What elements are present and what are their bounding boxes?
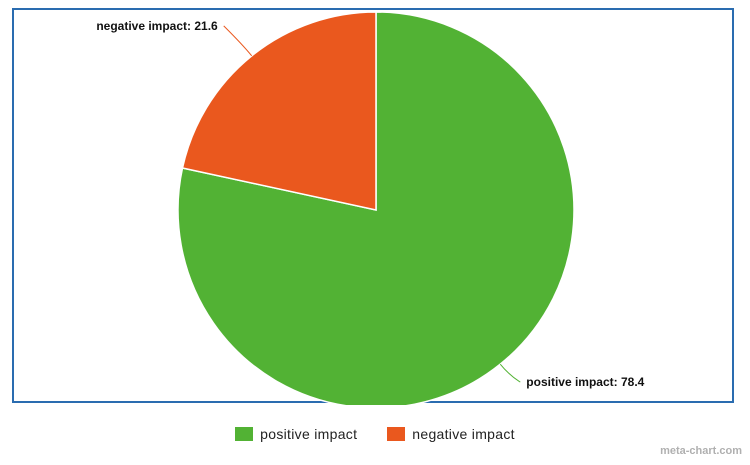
legend-swatch-positive xyxy=(235,427,254,441)
legend-label-negative: negative impact xyxy=(412,426,515,442)
connector-line-negative-impact xyxy=(223,25,253,57)
legend-label-positive: positive impact xyxy=(260,426,358,442)
legend-item-positive-impact[interactable]: positive impact xyxy=(235,426,357,442)
pie-chart: positive impact: 78.4 negative impact: 21… xyxy=(96,11,645,405)
legend-swatch-negative xyxy=(387,427,406,441)
connector-line-positive-impact xyxy=(499,363,521,383)
data-label-positive-impact: positive impact: 78.4 xyxy=(526,375,644,389)
data-label-negative-impact: negative impact: 21.6 xyxy=(96,19,218,33)
pie-slice-negative-impact[interactable] xyxy=(181,11,377,211)
chart-legend: positive impact negative impact xyxy=(0,420,750,448)
chart-frame: positive impact: 78.4 negative impact: 21… xyxy=(12,8,734,405)
watermark: meta-chart.com xyxy=(660,445,742,457)
legend-item-negative-impact[interactable]: negative impact xyxy=(387,426,515,442)
